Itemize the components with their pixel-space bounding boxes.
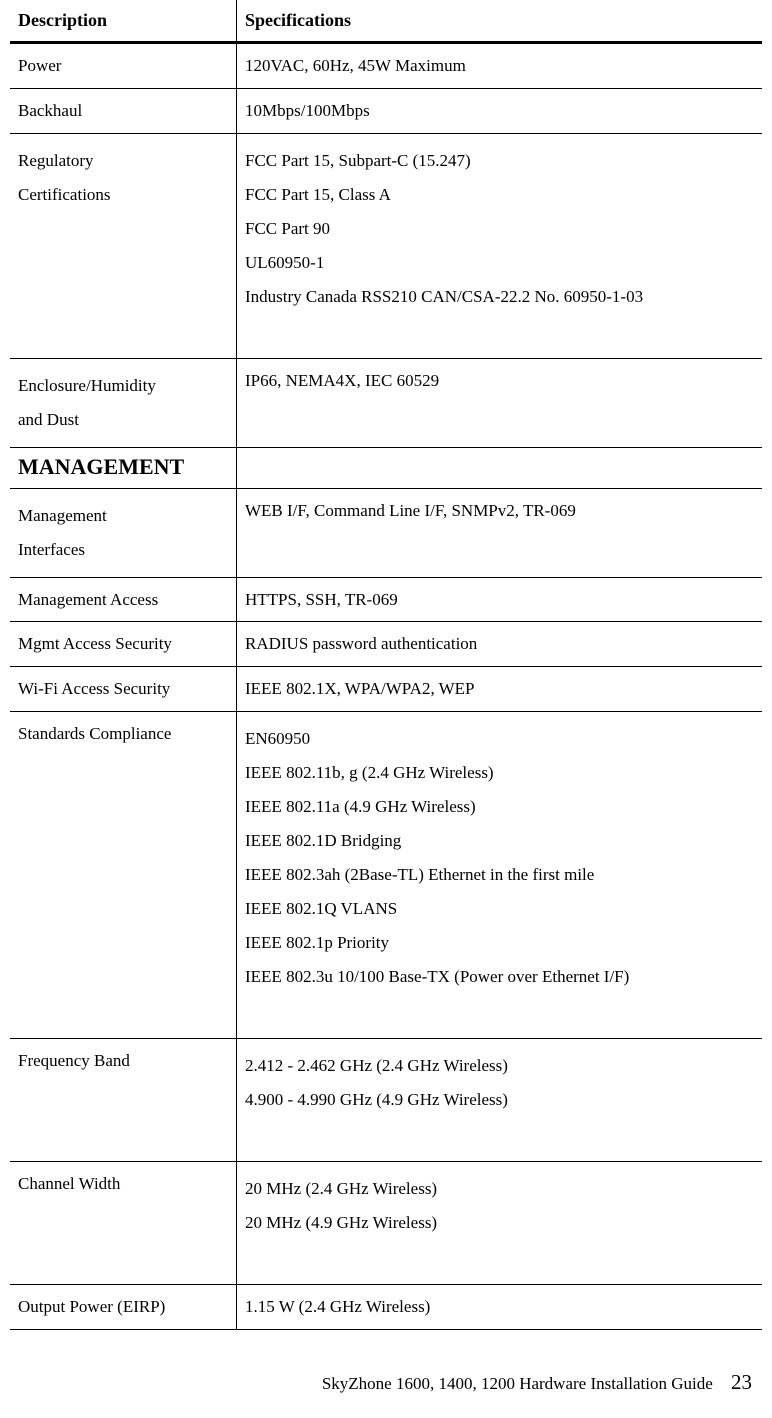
cell-description: Mgmt Access Security [10, 622, 237, 667]
table-row: Power 120VAC, 60Hz, 45W Maximum [10, 43, 762, 89]
spec-line: 20 MHz (2.4 GHz Wireless) [245, 1172, 754, 1206]
cell-description: Backhaul [10, 88, 237, 133]
spec-line: 120VAC, 60Hz, 45W Maximum [245, 54, 754, 78]
cell-specification: IEEE 802.1X, WPA/WPA2, WEP [237, 667, 763, 712]
spec-line: FCC Part 15, Subpart-C (15.247) [245, 144, 754, 178]
desc-line: Power [18, 54, 228, 78]
cell-specification: HTTPS, SSH, TR-069 [237, 577, 763, 622]
spec-line: IEEE 802.1D Bridging [245, 824, 754, 858]
section-spec-empty [237, 447, 763, 488]
cell-description: Enclosure/Humidityand Dust [10, 358, 237, 447]
spec-line: FCC Part 15, Class A [245, 178, 754, 212]
desc-line: Enclosure/Humidity [18, 369, 228, 403]
desc-line: Management [18, 499, 228, 533]
desc-line: Standards Compliance [18, 722, 228, 746]
table-row: Mgmt Access Security RADIUS password auth… [10, 622, 762, 667]
table-row: Backhaul 10Mbps/100Mbps [10, 88, 762, 133]
spec-line: IEEE 802.11a (4.9 GHz Wireless) [245, 790, 754, 824]
desc-line: Backhaul [18, 99, 228, 123]
spec-line: 20 MHz (4.9 GHz Wireless) [245, 1206, 754, 1240]
table-row: ManagementInterfaces WEB I/F, Command Lin… [10, 488, 762, 577]
table-row: Management Access HTTPS, SSH, TR-069 [10, 577, 762, 622]
spec-line: 2.412 - 2.462 GHz (2.4 GHz Wireless) [245, 1049, 754, 1083]
header-description: Description [10, 0, 237, 43]
desc-line: and Dust [18, 403, 228, 437]
spec-line: IP66, NEMA4X, IEC 60529 [245, 369, 754, 393]
table-row: Wi-Fi Access Security IEEE 802.1X, WPA/WP… [10, 667, 762, 712]
cell-specification: 2.412 - 2.462 GHz (2.4 GHz Wireless)4.90… [237, 1038, 763, 1161]
desc-line: Frequency Band [18, 1049, 228, 1073]
footer-text: SkyZhone 1600, 1400, 1200 Hardware Insta… [322, 1374, 713, 1393]
cell-description: ManagementInterfaces [10, 488, 237, 577]
footer-page-number: 23 [731, 1370, 752, 1394]
cell-specification: 20 MHz (2.4 GHz Wireless)20 MHz (4.9 GHz… [237, 1161, 763, 1284]
spec-line: IEEE 802.3ah (2Base-TL) Ethernet in the … [245, 858, 754, 892]
cell-specification: 120VAC, 60Hz, 45W Maximum [237, 43, 763, 89]
cell-description: Power [10, 43, 237, 89]
table-row: Frequency Band 2.412 - 2.462 GHz (2.4 GHz… [10, 1038, 762, 1161]
spec-line: IEEE 802.3u 10/100 Base-TX (Power over E… [245, 960, 754, 994]
cell-specification: IP66, NEMA4X, IEC 60529 [237, 358, 763, 447]
spec-line: EN60950 [245, 722, 754, 756]
cell-specification: 1.15 W (2.4 GHz Wireless) [237, 1284, 763, 1329]
spec-line: IEEE 802.1p Priority [245, 926, 754, 960]
table-row: Enclosure/Humidityand Dust IP66, NEMA4X, … [10, 358, 762, 447]
cell-description: Wi-Fi Access Security [10, 667, 237, 712]
cell-description: Standards Compliance [10, 711, 237, 1038]
desc-line: Output Power (EIRP) [18, 1295, 228, 1319]
desc-line: Wi-Fi Access Security [18, 677, 228, 701]
table-header-row: Description Specifications [10, 0, 762, 43]
cell-description: Channel Width [10, 1161, 237, 1284]
section-title: MANAGEMENT [10, 447, 237, 488]
cell-specification: 10Mbps/100Mbps [237, 88, 763, 133]
cell-specification: EN60950IEEE 802.11b, g (2.4 GHz Wireless… [237, 711, 763, 1038]
cell-specification: WEB I/F, Command Line I/F, SNMPv2, TR-06… [237, 488, 763, 577]
desc-line: Regulatory [18, 144, 228, 178]
spec-line: WEB I/F, Command Line I/F, SNMPv2, TR-06… [245, 499, 754, 523]
spec-line: UL60950-1 [245, 246, 754, 280]
desc-line: Interfaces [18, 533, 228, 567]
cell-specification: FCC Part 15, Subpart-C (15.247)FCC Part … [237, 133, 763, 358]
spec-line: 4.900 - 4.990 GHz (4.9 GHz Wireless) [245, 1083, 754, 1117]
table-row: Output Power (EIRP) 1.15 W (2.4 GHz Wirel… [10, 1284, 762, 1329]
header-specifications: Specifications [237, 0, 763, 43]
spec-table: Description Specifications Power 120VAC, … [10, 0, 762, 1330]
desc-line: Channel Width [18, 1172, 228, 1196]
spec-line: Industry Canada RSS210 CAN/CSA-22.2 No. … [245, 280, 754, 314]
cell-description: Output Power (EIRP) [10, 1284, 237, 1329]
spec-line: IEEE 802.1Q VLANS [245, 892, 754, 926]
spec-line: IEEE 802.1X, WPA/WPA2, WEP [245, 677, 754, 701]
spec-line: IEEE 802.11b, g (2.4 GHz Wireless) [245, 756, 754, 790]
section-row-management: MANAGEMENT [10, 447, 762, 488]
desc-line: Certifications [18, 178, 228, 212]
page-footer: SkyZhone 1600, 1400, 1200 Hardware Insta… [10, 1370, 762, 1395]
table-row: RegulatoryCertificationsFCC Part 15, Sub… [10, 133, 762, 358]
spec-line: RADIUS password authentication [245, 632, 754, 656]
table-row: Standards Compliance EN60950IEEE 802.11b,… [10, 711, 762, 1038]
spec-line: FCC Part 90 [245, 212, 754, 246]
spec-line: 10Mbps/100Mbps [245, 99, 754, 123]
desc-line: Management Access [18, 588, 228, 612]
spec-line: 1.15 W (2.4 GHz Wireless) [245, 1295, 754, 1319]
spec-line: HTTPS, SSH, TR-069 [245, 588, 754, 612]
cell-description: Frequency Band [10, 1038, 237, 1161]
cell-description: RegulatoryCertifications [10, 133, 237, 358]
desc-line: Mgmt Access Security [18, 632, 228, 656]
cell-specification: RADIUS password authentication [237, 622, 763, 667]
table-row: Channel Width 20 MHz (2.4 GHz Wireless)20… [10, 1161, 762, 1284]
cell-description: Management Access [10, 577, 237, 622]
